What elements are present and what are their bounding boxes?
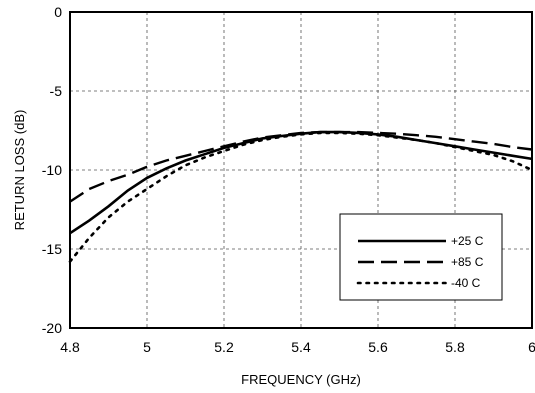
y-tick-label: 0 [54, 4, 62, 20]
x-tick-label: 6 [528, 339, 535, 355]
legend-items: +25 C +85 C -40 C [356, 234, 484, 290]
x-tick-label: 5 [143, 339, 151, 355]
plot-area-frame [69, 11, 533, 329]
legend-box [339, 213, 503, 301]
series-line-2 [69, 130, 533, 203]
y-axis-title: RETURN LOSS (dB) [12, 110, 27, 231]
x-tick-label: 5.8 [445, 339, 465, 355]
x-tick-label: 4.8 [60, 339, 80, 355]
series-line-3 [68, 131, 534, 263]
y-axis-ticks: 0 -5 -10 -15 -20 [42, 4, 62, 336]
series-lines [68, 130, 534, 263]
legend: +25 C +85 C -40 C [339, 213, 503, 301]
y-tick-label: -5 [50, 83, 63, 99]
x-tick-label: 5.6 [368, 339, 388, 355]
y-tick-label: -15 [42, 241, 62, 257]
x-axis-title: FREQUENCY (GHz) [241, 372, 361, 387]
x-axis-ticks: 4.8 5 5.2 5.4 5.6 5.8 6 [60, 339, 535, 355]
legend-label-3: -40 C [451, 276, 481, 290]
y-tick-label: -20 [42, 320, 62, 336]
x-tick-label: 5.4 [291, 339, 311, 355]
legend-label-1: +25 C [451, 234, 484, 248]
x-tick-label: 5.2 [214, 339, 234, 355]
legend-label-2: +85 C [451, 255, 484, 269]
y-tick-label: -10 [42, 162, 62, 178]
